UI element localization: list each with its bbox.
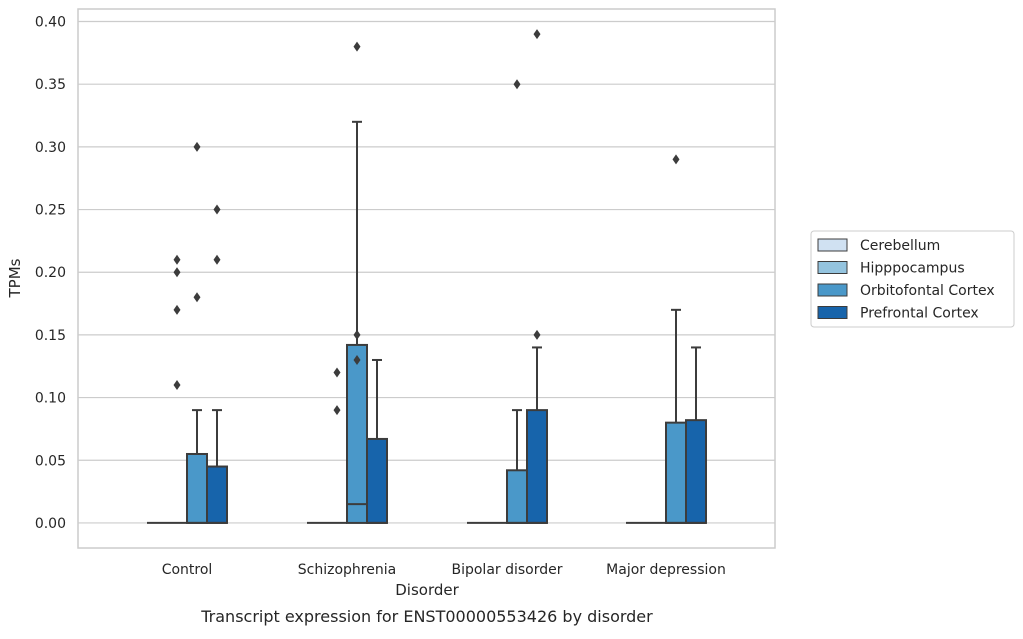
outlier-point [353, 329, 361, 340]
box-body [506, 469, 528, 524]
y-tick-label: 0.00 [35, 516, 66, 532]
box-body [206, 465, 228, 524]
y-tick-label: 0.15 [35, 328, 66, 344]
outlier-point [213, 204, 221, 215]
legend-swatch [817, 283, 848, 297]
legend-label: Hipppocampus [860, 261, 965, 277]
legend: Cerebellum Hipppocampus Orbitofontal Corte… [810, 230, 1015, 328]
outlier-point [353, 354, 361, 365]
outlier-point [333, 405, 341, 416]
y-tick-label: 0.25 [35, 203, 66, 219]
legend-frame [810, 230, 1015, 328]
x-tick-label: Bipolar disorder [451, 562, 562, 578]
y-tick-label: 0.35 [35, 77, 66, 93]
outlier-point [173, 254, 181, 265]
box-body [366, 437, 388, 524]
outlier-point [533, 329, 541, 340]
y-tick-label: 0.10 [35, 391, 66, 407]
outlier-point [173, 267, 181, 278]
box-hipppocampus [327, 367, 347, 524]
y-tick-label: 0.30 [35, 140, 66, 156]
box-prefrontal-cortex [366, 358, 388, 524]
x-tick-label: Major depression [606, 562, 726, 578]
y-tick-label: 0.05 [35, 453, 66, 469]
box-orbitofontal-cortex [506, 79, 528, 524]
outlier-point [193, 141, 201, 152]
box-series-group [147, 29, 707, 524]
box-prefrontal-cortex [685, 346, 707, 524]
outlier-point [672, 154, 680, 165]
x-axis-ticks: Control Schizophrenia Bipolar disorder Majo… [162, 562, 726, 578]
box-body [346, 343, 368, 524]
x-tick-label: Control [162, 562, 213, 578]
legend-label: Orbitofontal Cortex [860, 283, 995, 299]
legend-label: Cerebellum [860, 238, 940, 254]
box-prefrontal-cortex [206, 204, 228, 524]
box-body [665, 421, 687, 524]
box-hipppocampus [167, 254, 187, 524]
x-axis-title: Disorder [395, 581, 459, 599]
outlier-point [173, 380, 181, 391]
outlier-point [193, 292, 201, 303]
box-body [685, 419, 707, 524]
outlier-point [513, 79, 521, 90]
box-orbitofontal-cortex [346, 41, 368, 524]
legend-swatch [817, 261, 848, 274]
outlier-point [213, 254, 221, 265]
box-body [526, 409, 548, 524]
outlier-point [173, 304, 181, 315]
y-tick-label: 0.40 [35, 15, 66, 31]
chart-caption: Transcript expression for ENST0000055342… [200, 607, 653, 626]
box-body [186, 452, 208, 524]
legend-swatch [817, 238, 848, 252]
y-tick-label: 0.20 [35, 265, 66, 281]
outlier-point [333, 367, 341, 378]
outlier-point [353, 41, 361, 52]
y-axis-ticks: 0.00 0.05 0.10 0.15 0.20 0.25 0.30 0.35 0.40 [35, 15, 66, 532]
box-prefrontal-cortex [526, 29, 548, 524]
legend-label: Prefrontal Cortex [860, 306, 979, 322]
legend-swatch [817, 306, 848, 319]
x-tick-label: Schizophrenia [298, 562, 396, 578]
box-orbitofontal-cortex [186, 141, 208, 524]
outlier-point [533, 29, 541, 40]
plot-area-frame [77, 8, 776, 549]
y-axis-title: TPMs [6, 258, 24, 298]
